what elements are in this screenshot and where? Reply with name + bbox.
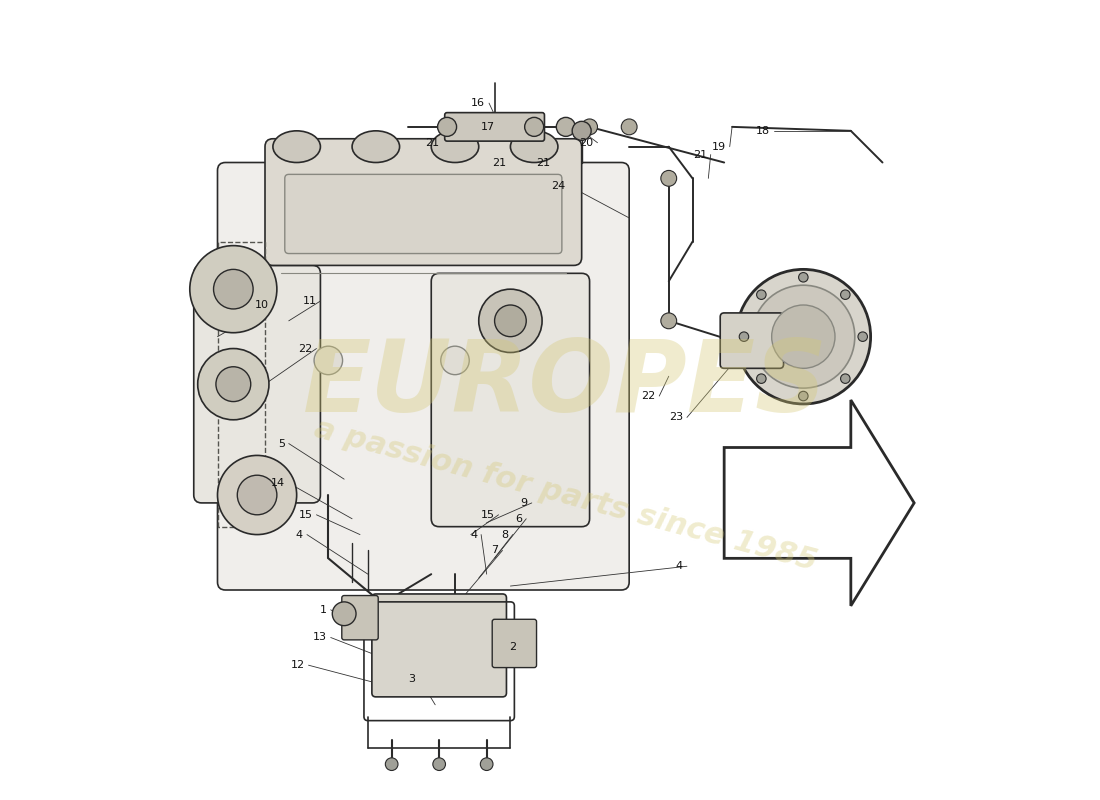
Circle shape xyxy=(757,374,766,383)
Circle shape xyxy=(198,349,270,420)
Text: 21: 21 xyxy=(536,158,550,167)
Text: 12: 12 xyxy=(290,660,305,670)
Text: 22: 22 xyxy=(298,343,312,354)
Circle shape xyxy=(757,290,766,299)
Text: 1: 1 xyxy=(320,605,327,614)
Text: 24: 24 xyxy=(551,182,565,191)
Circle shape xyxy=(840,374,850,383)
Text: 4: 4 xyxy=(470,530,477,539)
Circle shape xyxy=(799,273,808,282)
Text: 21: 21 xyxy=(693,150,706,159)
Ellipse shape xyxy=(431,131,478,162)
Circle shape xyxy=(481,758,493,770)
Circle shape xyxy=(495,305,526,337)
FancyBboxPatch shape xyxy=(431,274,590,526)
Text: 5: 5 xyxy=(278,438,285,449)
Circle shape xyxy=(572,122,591,140)
FancyBboxPatch shape xyxy=(342,595,378,640)
Circle shape xyxy=(315,346,342,374)
Circle shape xyxy=(432,758,446,770)
Circle shape xyxy=(661,313,676,329)
Circle shape xyxy=(190,246,277,333)
Circle shape xyxy=(772,305,835,368)
FancyBboxPatch shape xyxy=(492,619,537,667)
Ellipse shape xyxy=(273,131,320,162)
Text: 13: 13 xyxy=(312,633,327,642)
Text: a passion for parts since 1985: a passion for parts since 1985 xyxy=(311,414,821,576)
Text: 2: 2 xyxy=(509,642,517,652)
Ellipse shape xyxy=(352,131,399,162)
FancyBboxPatch shape xyxy=(218,162,629,590)
Text: 22: 22 xyxy=(641,391,656,401)
Circle shape xyxy=(736,270,870,404)
Circle shape xyxy=(385,758,398,770)
Circle shape xyxy=(858,332,868,342)
FancyBboxPatch shape xyxy=(265,138,582,266)
Circle shape xyxy=(661,170,676,186)
FancyBboxPatch shape xyxy=(285,174,562,254)
Text: 16: 16 xyxy=(471,98,485,108)
Text: 10: 10 xyxy=(255,300,270,310)
Circle shape xyxy=(332,602,356,626)
Polygon shape xyxy=(724,400,914,606)
Text: 6: 6 xyxy=(515,514,522,524)
Circle shape xyxy=(739,332,749,342)
Circle shape xyxy=(216,366,251,402)
FancyBboxPatch shape xyxy=(720,313,783,368)
Circle shape xyxy=(525,118,543,136)
Text: 21: 21 xyxy=(493,158,506,167)
Text: 14: 14 xyxy=(271,478,285,488)
Text: 20: 20 xyxy=(580,138,594,148)
Text: 8: 8 xyxy=(502,530,509,539)
Circle shape xyxy=(557,118,575,136)
Text: 7: 7 xyxy=(492,546,498,555)
Circle shape xyxy=(478,289,542,353)
Text: 3: 3 xyxy=(408,674,416,684)
Text: 23: 23 xyxy=(669,413,683,422)
Text: 4: 4 xyxy=(296,530,303,539)
Circle shape xyxy=(621,119,637,134)
Text: 17: 17 xyxy=(481,122,495,132)
Ellipse shape xyxy=(510,131,558,162)
Circle shape xyxy=(582,119,597,134)
Text: 9: 9 xyxy=(520,498,528,508)
FancyBboxPatch shape xyxy=(194,266,320,503)
Circle shape xyxy=(441,346,470,374)
Circle shape xyxy=(799,391,808,401)
FancyBboxPatch shape xyxy=(372,594,506,697)
Text: 11: 11 xyxy=(302,296,317,306)
Text: 4: 4 xyxy=(675,562,683,571)
FancyBboxPatch shape xyxy=(444,113,544,141)
Text: 21: 21 xyxy=(425,138,439,148)
Circle shape xyxy=(752,286,855,388)
Text: 19: 19 xyxy=(712,142,726,152)
Text: EUROPES: EUROPES xyxy=(304,336,828,433)
Circle shape xyxy=(840,290,850,299)
Circle shape xyxy=(213,270,253,309)
Circle shape xyxy=(238,475,277,514)
Circle shape xyxy=(438,118,456,136)
Text: 15: 15 xyxy=(481,510,495,520)
Text: 15: 15 xyxy=(298,510,312,520)
Text: 18: 18 xyxy=(756,126,770,136)
Circle shape xyxy=(218,455,297,534)
